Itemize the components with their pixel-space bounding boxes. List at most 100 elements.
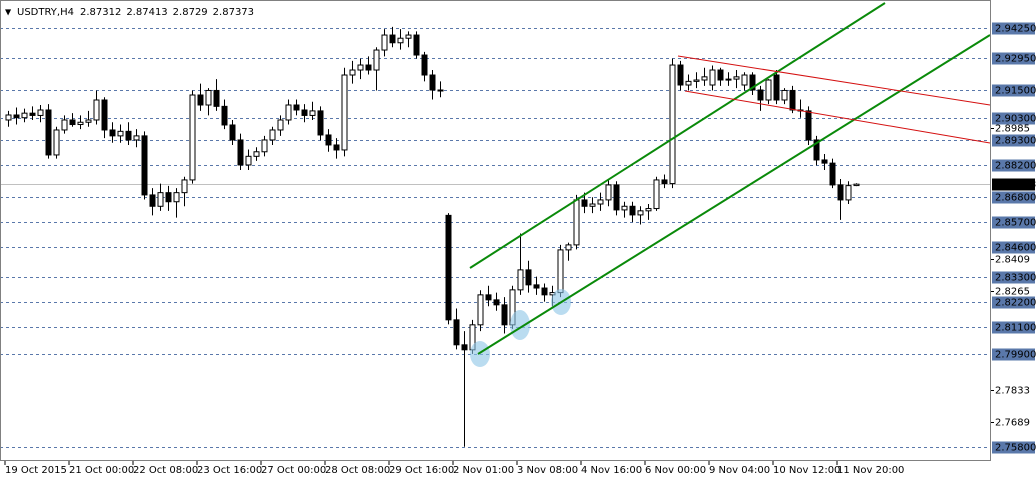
candle-body [821,159,828,164]
candle-body [597,199,604,205]
candle-body [77,121,84,126]
close: 2.87373 [213,7,254,18]
candle-body [677,64,684,86]
candle-body [213,89,220,107]
level-label-box [992,159,1035,172]
x-tick-label: 2 Nov 01:00 [453,465,514,476]
level-label-box [992,191,1035,204]
level-label-box [992,441,1035,454]
candle-body [221,105,228,126]
candle-body [749,74,756,91]
candle-body [693,79,700,82]
y-tick-label: 2.7689 [995,418,1030,429]
candle-body [845,185,852,201]
candle-body [101,99,108,131]
candle-body [173,192,180,203]
level-label-box [992,321,1035,334]
candle-body [557,249,564,294]
levels [0,28,990,448]
candle-body [517,269,524,291]
candles [5,26,860,447]
candle-body [253,151,260,157]
candle-body [573,199,580,246]
drawings [469,2,991,367]
candle-body [5,114,12,121]
candle-body [501,304,508,326]
candle-body [709,69,716,86]
candle-body [381,34,388,51]
candle-body [341,74,348,151]
candle-body [605,184,612,201]
high: 2.87413 [126,7,167,18]
level-label: 2.88200 [995,161,1036,172]
x-tick-label: 28 Oct 08:00 [325,465,390,476]
candle-body [373,49,380,71]
level-label: 2.90300 [995,114,1036,125]
candle-body [653,179,660,210]
candle-body [333,144,340,151]
x-tick-label: 9 Nov 04:00 [709,465,770,476]
menu-arrow[interactable]: ▼ [5,8,12,17]
candle-body [781,89,788,101]
candle-body [589,203,596,207]
candle-body [773,74,780,101]
candle-body [85,119,92,123]
candle-body [477,294,484,326]
candle-body [141,135,148,196]
open: 2.87312 [80,7,121,18]
level-label: 2.84600 [995,243,1036,254]
candle-body [421,54,428,76]
candle-body [325,134,332,146]
candle-body [541,287,548,296]
x-tick-label: 23 Oct 16:00 [197,465,262,476]
candle-body [813,139,820,161]
trend-line [684,90,991,144]
candle-body [189,94,196,181]
trend-line [677,55,991,106]
level-label-box [992,52,1035,65]
current-price-box [992,178,1035,191]
candle-body [125,130,132,141]
candle-body [37,109,44,116]
candle-body [149,194,156,207]
current-price-label: 2.87373 [995,180,1036,191]
x-tick-label: 27 Oct 00:00 [261,465,326,476]
level-label-box [992,241,1035,254]
level-label-box [992,84,1035,97]
candle-body [181,179,188,194]
candle-body [29,112,36,116]
level-label-box [992,112,1035,125]
candle-body [637,210,644,216]
symbol: USDTRY,H4 [17,7,74,18]
candle-body [285,104,292,121]
level-label: 2.83300 [995,273,1036,284]
candle-body [733,76,740,80]
level-label: 2.81100 [995,323,1036,334]
candle-body [741,74,748,86]
candle-body [445,214,452,321]
candle-body [109,129,116,137]
x-tick-label: 6 Nov 00:00 [645,465,706,476]
level-label-box [992,134,1035,147]
level-label: 2.75800 [995,443,1036,454]
candle-body [157,192,164,207]
trend-line [469,2,886,269]
candle-body [461,344,468,351]
candle-body [533,284,540,289]
candle-body [789,89,796,111]
candle-body [453,319,460,346]
candle-body [269,129,276,141]
candle-body [301,109,308,116]
candle-body [565,244,572,251]
level-label: 2.85700 [995,218,1036,229]
candle-body [837,184,844,201]
candle-body [805,110,812,141]
level-label-box [992,216,1035,229]
candle-body [829,162,836,186]
candle-body [61,119,68,131]
candle-body [725,78,732,81]
candle-body [21,112,28,119]
candle-body [293,104,300,111]
trend-line [477,34,991,355]
